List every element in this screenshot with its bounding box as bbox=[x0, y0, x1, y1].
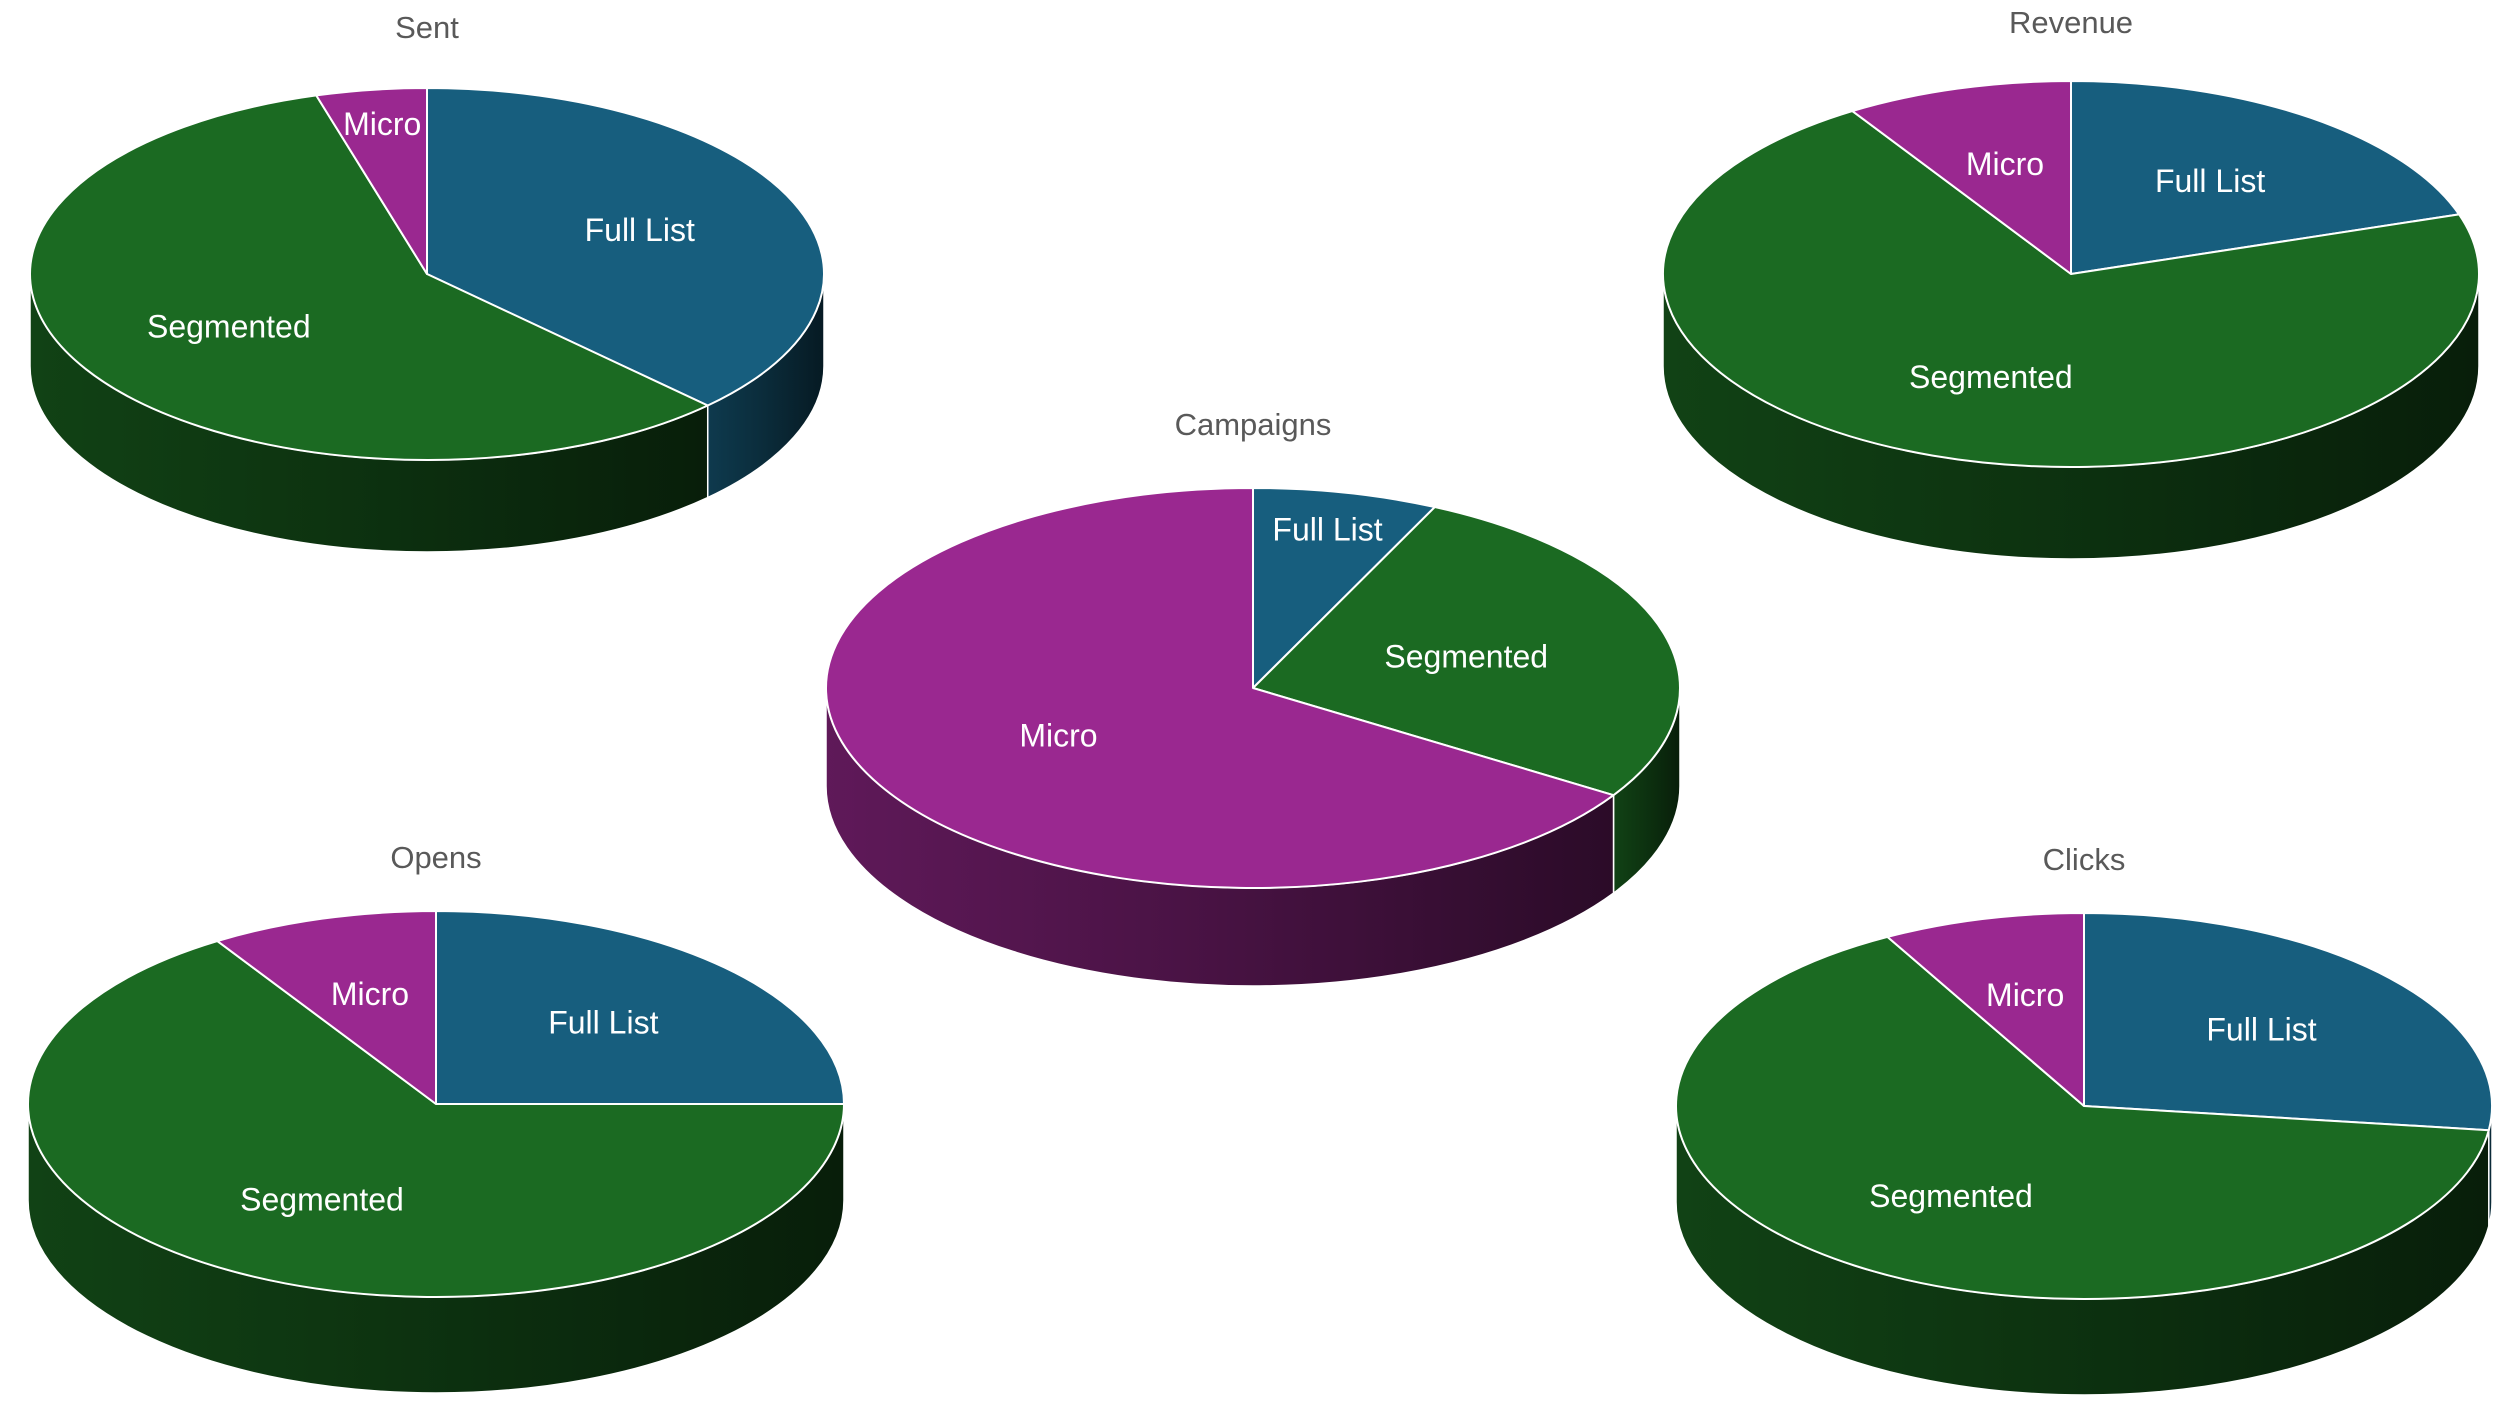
chart-title: Clicks bbox=[2043, 842, 2126, 877]
pie-slice-full-list bbox=[426, 87, 825, 407]
slice-label-micro: Micro bbox=[1966, 146, 2044, 182]
pie-slice-segmented bbox=[29, 94, 709, 461]
pie-slice-full-list bbox=[1252, 487, 1436, 689]
slice-label-micro: Micro bbox=[331, 976, 409, 1012]
pie-slice-segmented bbox=[27, 940, 845, 1298]
pie-chart-revenue: Revenue Full List Segmented Micro bbox=[1662, 5, 2480, 560]
slice-label-segmented: Segmented bbox=[240, 1182, 404, 1218]
slice-label-segmented: Segmented bbox=[1869, 1178, 2033, 1214]
slice-label-segmented: Segmented bbox=[1909, 359, 2073, 395]
pie-slice-segmented bbox=[1662, 110, 2480, 468]
pie-slice-micro bbox=[216, 910, 437, 1105]
slice-label-full-list: Full List bbox=[548, 1004, 658, 1040]
pie-slice-full-list bbox=[2070, 80, 2461, 275]
slice-label-micro: Micro bbox=[1019, 718, 1097, 754]
pie-slice-micro bbox=[1851, 80, 2072, 275]
pie-slice-segmented bbox=[1675, 935, 2490, 1300]
slice-label-segmented: Segmented bbox=[1384, 638, 1548, 674]
pie-chart-campaigns: Campaigns Full List Segmented Micro bbox=[825, 407, 1681, 987]
pie-slice-micro bbox=[1886, 912, 2085, 1107]
slice-label-segmented: Segmented bbox=[147, 308, 311, 344]
pie-slice-segmented bbox=[1252, 506, 1681, 797]
slice-label-full-list: Full List bbox=[585, 212, 695, 248]
pie-slice-micro bbox=[315, 87, 428, 275]
slice-label-full-list: Full List bbox=[2155, 163, 2265, 199]
pie-slice-full-list bbox=[2083, 912, 2493, 1132]
chart-title: Sent bbox=[395, 10, 459, 45]
slice-label-micro: Micro bbox=[1986, 977, 2064, 1013]
pie-chart-clicks: Clicks Full List Segmented Micro bbox=[1675, 842, 2493, 1396]
chart-title: Campaigns bbox=[1175, 407, 1332, 442]
pie-slice-micro bbox=[825, 487, 1615, 889]
chart-title: Opens bbox=[390, 840, 481, 875]
slice-label-micro: Micro bbox=[343, 106, 421, 142]
chart-title: Revenue bbox=[2009, 5, 2133, 40]
pie-chart-opens: Opens Full List Segmented Micro bbox=[27, 840, 845, 1394]
pie-chart-sent: Sent Full List Segmented Micro bbox=[29, 10, 825, 553]
pie-slice-full-list bbox=[435, 910, 845, 1105]
slice-label-full-list: Full List bbox=[2206, 1011, 2316, 1047]
slice-label-full-list: Full List bbox=[1272, 511, 1382, 547]
